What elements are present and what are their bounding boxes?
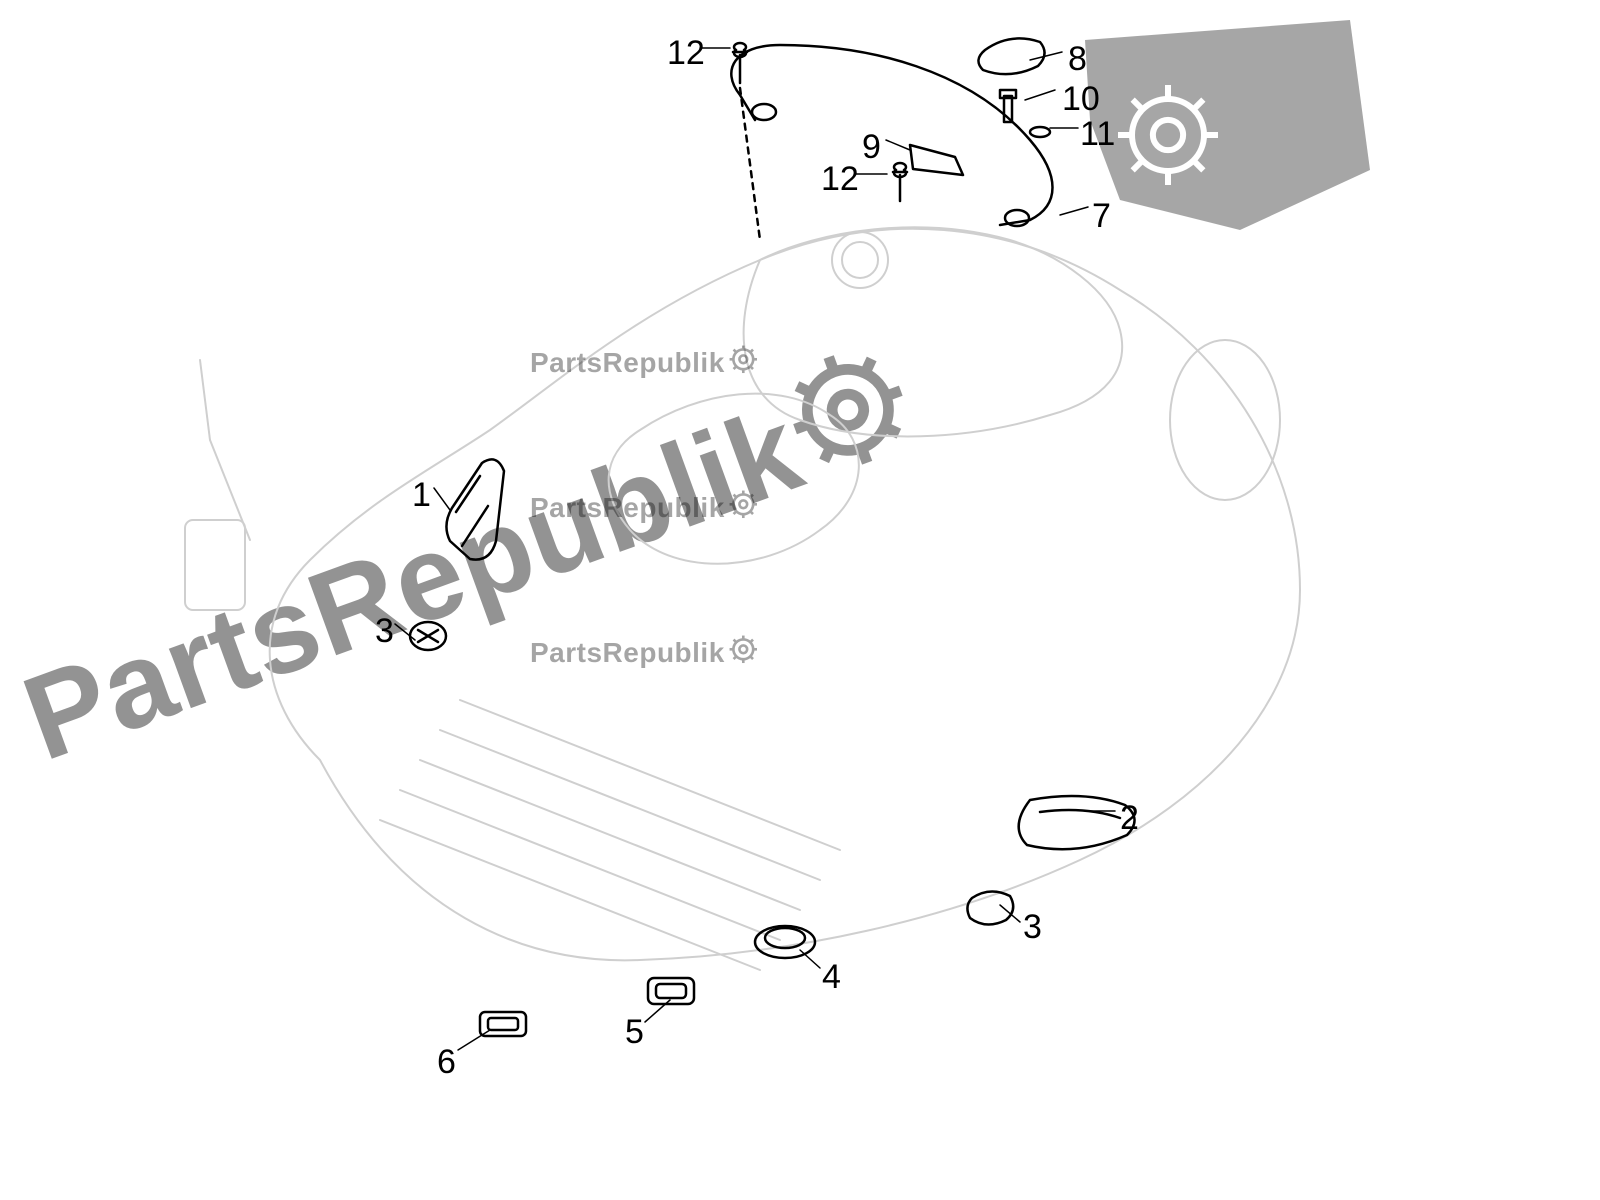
callout-9: 9 xyxy=(862,130,881,164)
watermark-flag xyxy=(1085,20,1370,230)
part-5-grommet-a xyxy=(648,978,694,1004)
part-8-cover xyxy=(978,38,1044,74)
callout-3: 3 xyxy=(1023,910,1042,944)
callout-12: 12 xyxy=(667,36,705,70)
callout-6: 6 xyxy=(437,1045,456,1079)
exploded-parts xyxy=(410,38,1135,1036)
watermark-small: PartsRepublik xyxy=(530,635,757,671)
scooter-body-outline xyxy=(185,227,1300,970)
callout-4: 4 xyxy=(822,960,841,994)
part-11-washer xyxy=(1030,127,1050,137)
callout-3: 3 xyxy=(375,614,394,648)
part-12-screw-b xyxy=(893,163,907,201)
callout-10: 10 xyxy=(1062,82,1100,116)
part-1-kick-panel-l xyxy=(446,459,504,559)
watermark-small: PartsRepublik xyxy=(530,490,757,526)
part-7-grab-rail xyxy=(731,45,1052,225)
callout-7: 7 xyxy=(1092,199,1111,233)
callout-2: 2 xyxy=(1120,801,1139,835)
callout-12: 12 xyxy=(821,162,859,196)
callout-1: 1 xyxy=(412,478,431,512)
part-3-clip-a xyxy=(410,622,446,650)
part-9-bracket xyxy=(910,145,963,175)
exploded-diagram-svg xyxy=(0,0,1600,1200)
callout-5: 5 xyxy=(625,1015,644,1049)
callout-11: 11 xyxy=(1080,117,1115,151)
watermark-small: PartsRepublik xyxy=(530,345,757,381)
diagram-stage: PartsRepublik xyxy=(0,0,1600,1200)
callout-8: 8 xyxy=(1068,42,1087,76)
